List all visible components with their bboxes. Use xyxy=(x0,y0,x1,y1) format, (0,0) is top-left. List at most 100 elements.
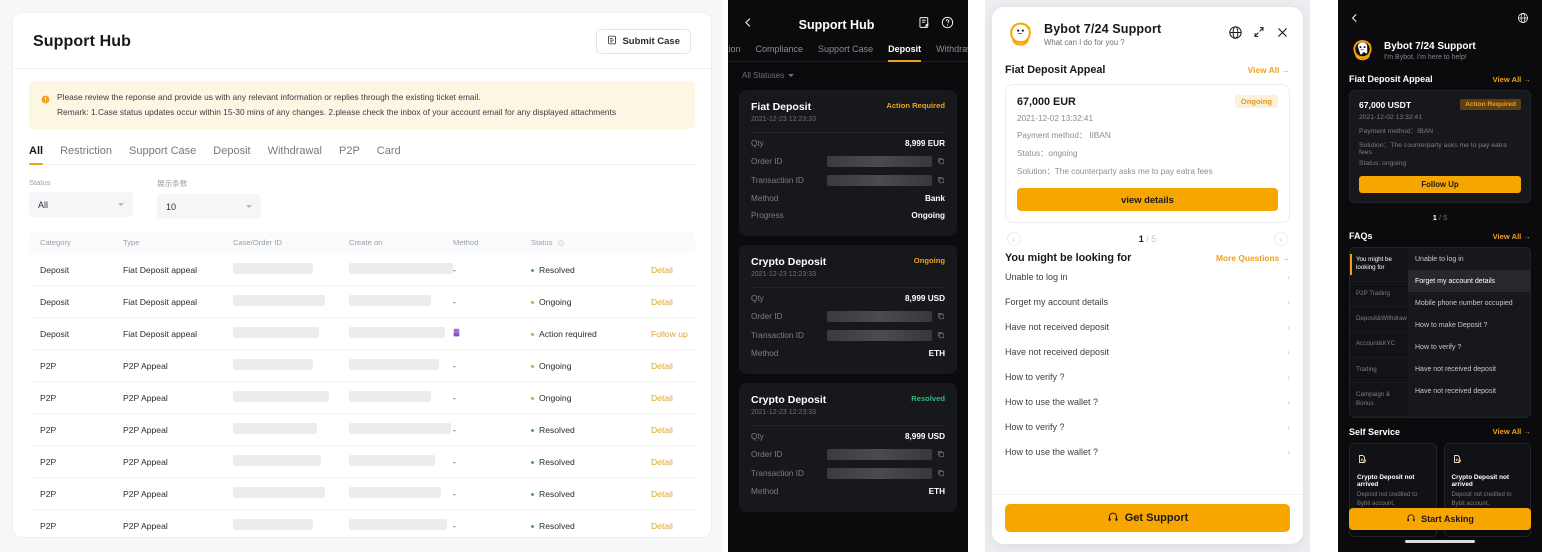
back-arrow-icon[interactable] xyxy=(742,16,755,34)
case-card[interactable]: Crypto Deposit 2021-12-23 12:23:33 Resolve… xyxy=(739,383,957,512)
compose-icon[interactable] xyxy=(918,16,931,34)
faq-item[interactable]: How to verify ? › xyxy=(1005,364,1290,389)
copy-icon[interactable] xyxy=(937,331,945,341)
back-arrow-icon[interactable] xyxy=(1349,11,1361,29)
table-row[interactable]: P2P P2P Appeal - Resolved Detail xyxy=(29,413,695,447)
faq-item[interactable]: Have not received deposit › xyxy=(1005,339,1290,364)
faq-category[interactable]: P2P Trading xyxy=(1350,282,1408,308)
copy-icon[interactable] xyxy=(937,450,945,460)
dark-case-list-panel: Support Hub tion Compliance Support Case De… xyxy=(728,0,968,552)
get-support-button[interactable]: Get Support xyxy=(1005,504,1290,532)
table-row[interactable]: P2P P2P Appeal - Resolved Detail xyxy=(29,477,695,511)
copy-icon[interactable] xyxy=(937,469,945,479)
row-action-link[interactable]: Detail xyxy=(651,360,673,371)
faq-category[interactable]: Campaign & Bonus xyxy=(1350,383,1408,417)
table-row[interactable]: Deposit Fiat Deposit appeal - Resolved Detai… xyxy=(29,254,695,287)
faq-question[interactable]: Have not received deposit xyxy=(1415,365,1496,373)
chevron-right-icon[interactable]: › xyxy=(1273,232,1288,246)
info-icon[interactable] xyxy=(557,238,564,247)
faq-item[interactable]: Unable to log in › xyxy=(1005,264,1290,289)
field-label: Method xyxy=(751,349,779,358)
globe-icon[interactable] xyxy=(1228,25,1243,45)
row-action-link[interactable]: Detail xyxy=(651,520,673,531)
faq-question[interactable]: Forget my account details xyxy=(1408,270,1530,292)
status-filter-select[interactable]: All xyxy=(29,192,133,218)
cell-case-order-id xyxy=(233,349,349,383)
view-details-button[interactable]: view details xyxy=(1017,188,1278,211)
cell-type: P2P Appeal xyxy=(123,381,233,415)
table-row[interactable]: P2P P2P Appeal - Resolved Detail xyxy=(29,509,695,537)
self-service-card[interactable]: Crypto Deposit not arrived Deposit not cr… xyxy=(1349,442,1437,518)
faq-question[interactable]: Unable to log in xyxy=(1415,255,1464,263)
table-row[interactable]: Deposit Fiat Deposit appeal Action require… xyxy=(29,317,695,351)
question-circle-icon[interactable] xyxy=(941,16,954,34)
faq-category[interactable]: You might be looking for xyxy=(1350,248,1408,282)
copy-icon[interactable] xyxy=(937,157,945,167)
row-action-link[interactable]: Detail xyxy=(651,296,673,307)
faq-item[interactable]: Forget my account details › xyxy=(1005,289,1290,314)
faq-item[interactable]: How to use the wallet ? › xyxy=(1005,389,1290,414)
faq-item[interactable]: Have not received deposit › xyxy=(1005,314,1290,339)
chevron-left-icon[interactable]: ‹ xyxy=(1007,232,1021,246)
dark-list-tab-2[interactable]: Support Case xyxy=(818,44,874,54)
tab-support-case[interactable]: Support Case xyxy=(129,145,197,158)
self-service-card[interactable]: Crypto Deposit not arrived Deposit not cr… xyxy=(1443,442,1531,518)
row-action-link[interactable]: Detail xyxy=(651,264,673,275)
tab-card[interactable]: Card xyxy=(376,145,401,158)
faq-category[interactable]: Deposit&Withdraw xyxy=(1350,307,1408,333)
case-card[interactable]: Fiat Deposit 2021-12-23 12:23:33 Action Re… xyxy=(739,90,957,236)
page-size-filter-label: 展示条数 xyxy=(157,179,188,189)
start-asking-button[interactable]: Start Asking xyxy=(1349,508,1531,530)
cell-type: P2P Appeal xyxy=(123,445,233,479)
more-questions-link[interactable]: More Questions → xyxy=(1216,253,1290,263)
dark-list-tab-3[interactable]: Deposit xyxy=(888,44,922,62)
status-filter-chip[interactable]: All Statuses xyxy=(728,62,968,90)
faq-question[interactable]: How to verify ? xyxy=(1415,343,1462,351)
table-row[interactable]: P2P P2P Appeal - Resolved Detail xyxy=(29,445,695,479)
tab-all[interactable]: All xyxy=(29,145,44,166)
row-action-link[interactable]: Detail xyxy=(651,424,673,435)
status-filter-value: All xyxy=(38,199,49,210)
faq-list: Unable to log in › Forget my account detai… xyxy=(1005,264,1290,464)
cell-method: - xyxy=(453,413,531,447)
tab-restriction[interactable]: Restriction xyxy=(60,145,113,158)
page-title: Support Hub xyxy=(33,32,131,50)
tab-deposit[interactable]: Deposit xyxy=(213,145,251,158)
faq-category[interactable]: Trading xyxy=(1350,358,1408,384)
column-status-label: Status xyxy=(531,238,553,248)
copy-icon[interactable] xyxy=(937,312,945,322)
globe-icon[interactable] xyxy=(1517,11,1529,29)
faq-question[interactable]: Mobile phone number occupied xyxy=(1415,299,1513,307)
table-row[interactable]: P2P P2P Appeal - Ongoing Detail xyxy=(29,349,695,383)
faq-question[interactable]: How to make Deposit ? xyxy=(1415,321,1488,329)
faq-item[interactable]: How to verify ? › xyxy=(1005,414,1290,439)
self-service-card-partial[interactable] xyxy=(1349,523,1437,538)
dark-list-tab-0[interactable]: tion xyxy=(728,44,741,54)
dark-hub-appeal-view-all[interactable]: View All → xyxy=(1492,74,1531,84)
row-action-link[interactable]: Detail xyxy=(651,488,673,499)
row-action-link[interactable]: Detail xyxy=(651,456,673,467)
tab-withdrawal[interactable]: Withdrawal xyxy=(267,145,322,158)
self-service-card-partial[interactable] xyxy=(1443,523,1531,538)
dark-hub-faq-view-all[interactable]: View All → xyxy=(1492,231,1531,241)
tab-p2p[interactable]: P2P xyxy=(339,145,360,158)
dark-list-tab-4[interactable]: Withdraw xyxy=(936,44,968,54)
appeal-view-all-link[interactable]: View All → xyxy=(1247,65,1290,75)
row-action-link[interactable]: Follow up xyxy=(651,328,688,339)
collapse-icon[interactable] xyxy=(1252,25,1266,44)
dark-list-tab-1[interactable]: Compliance xyxy=(755,44,804,54)
row-action-link[interactable]: Detail xyxy=(651,392,673,403)
faq-item[interactable]: How to use the wallet ? › xyxy=(1005,439,1290,464)
page-size-filter-select[interactable]: 10 xyxy=(157,194,261,220)
faq-category[interactable]: Account&KYC xyxy=(1350,332,1408,358)
self-service-view-all[interactable]: View All → xyxy=(1492,427,1531,437)
table-row[interactable]: Deposit Fiat Deposit appeal - Ongoing Detail xyxy=(29,285,695,319)
copy-icon[interactable] xyxy=(937,176,945,186)
case-card[interactable]: Crypto Deposit 2021-12-23 12:23:33 Ongoing… xyxy=(739,245,957,374)
faq-question[interactable]: Have not received deposit xyxy=(1415,387,1496,395)
follow-up-button[interactable]: Follow Up xyxy=(1359,176,1521,193)
table-row[interactable]: P2P P2P Appeal - Ongoing Detail xyxy=(29,381,695,415)
close-icon[interactable] xyxy=(1275,25,1290,45)
submit-case-button[interactable]: Submit Case xyxy=(596,29,691,54)
status-filter-label: All Statuses xyxy=(742,71,785,80)
